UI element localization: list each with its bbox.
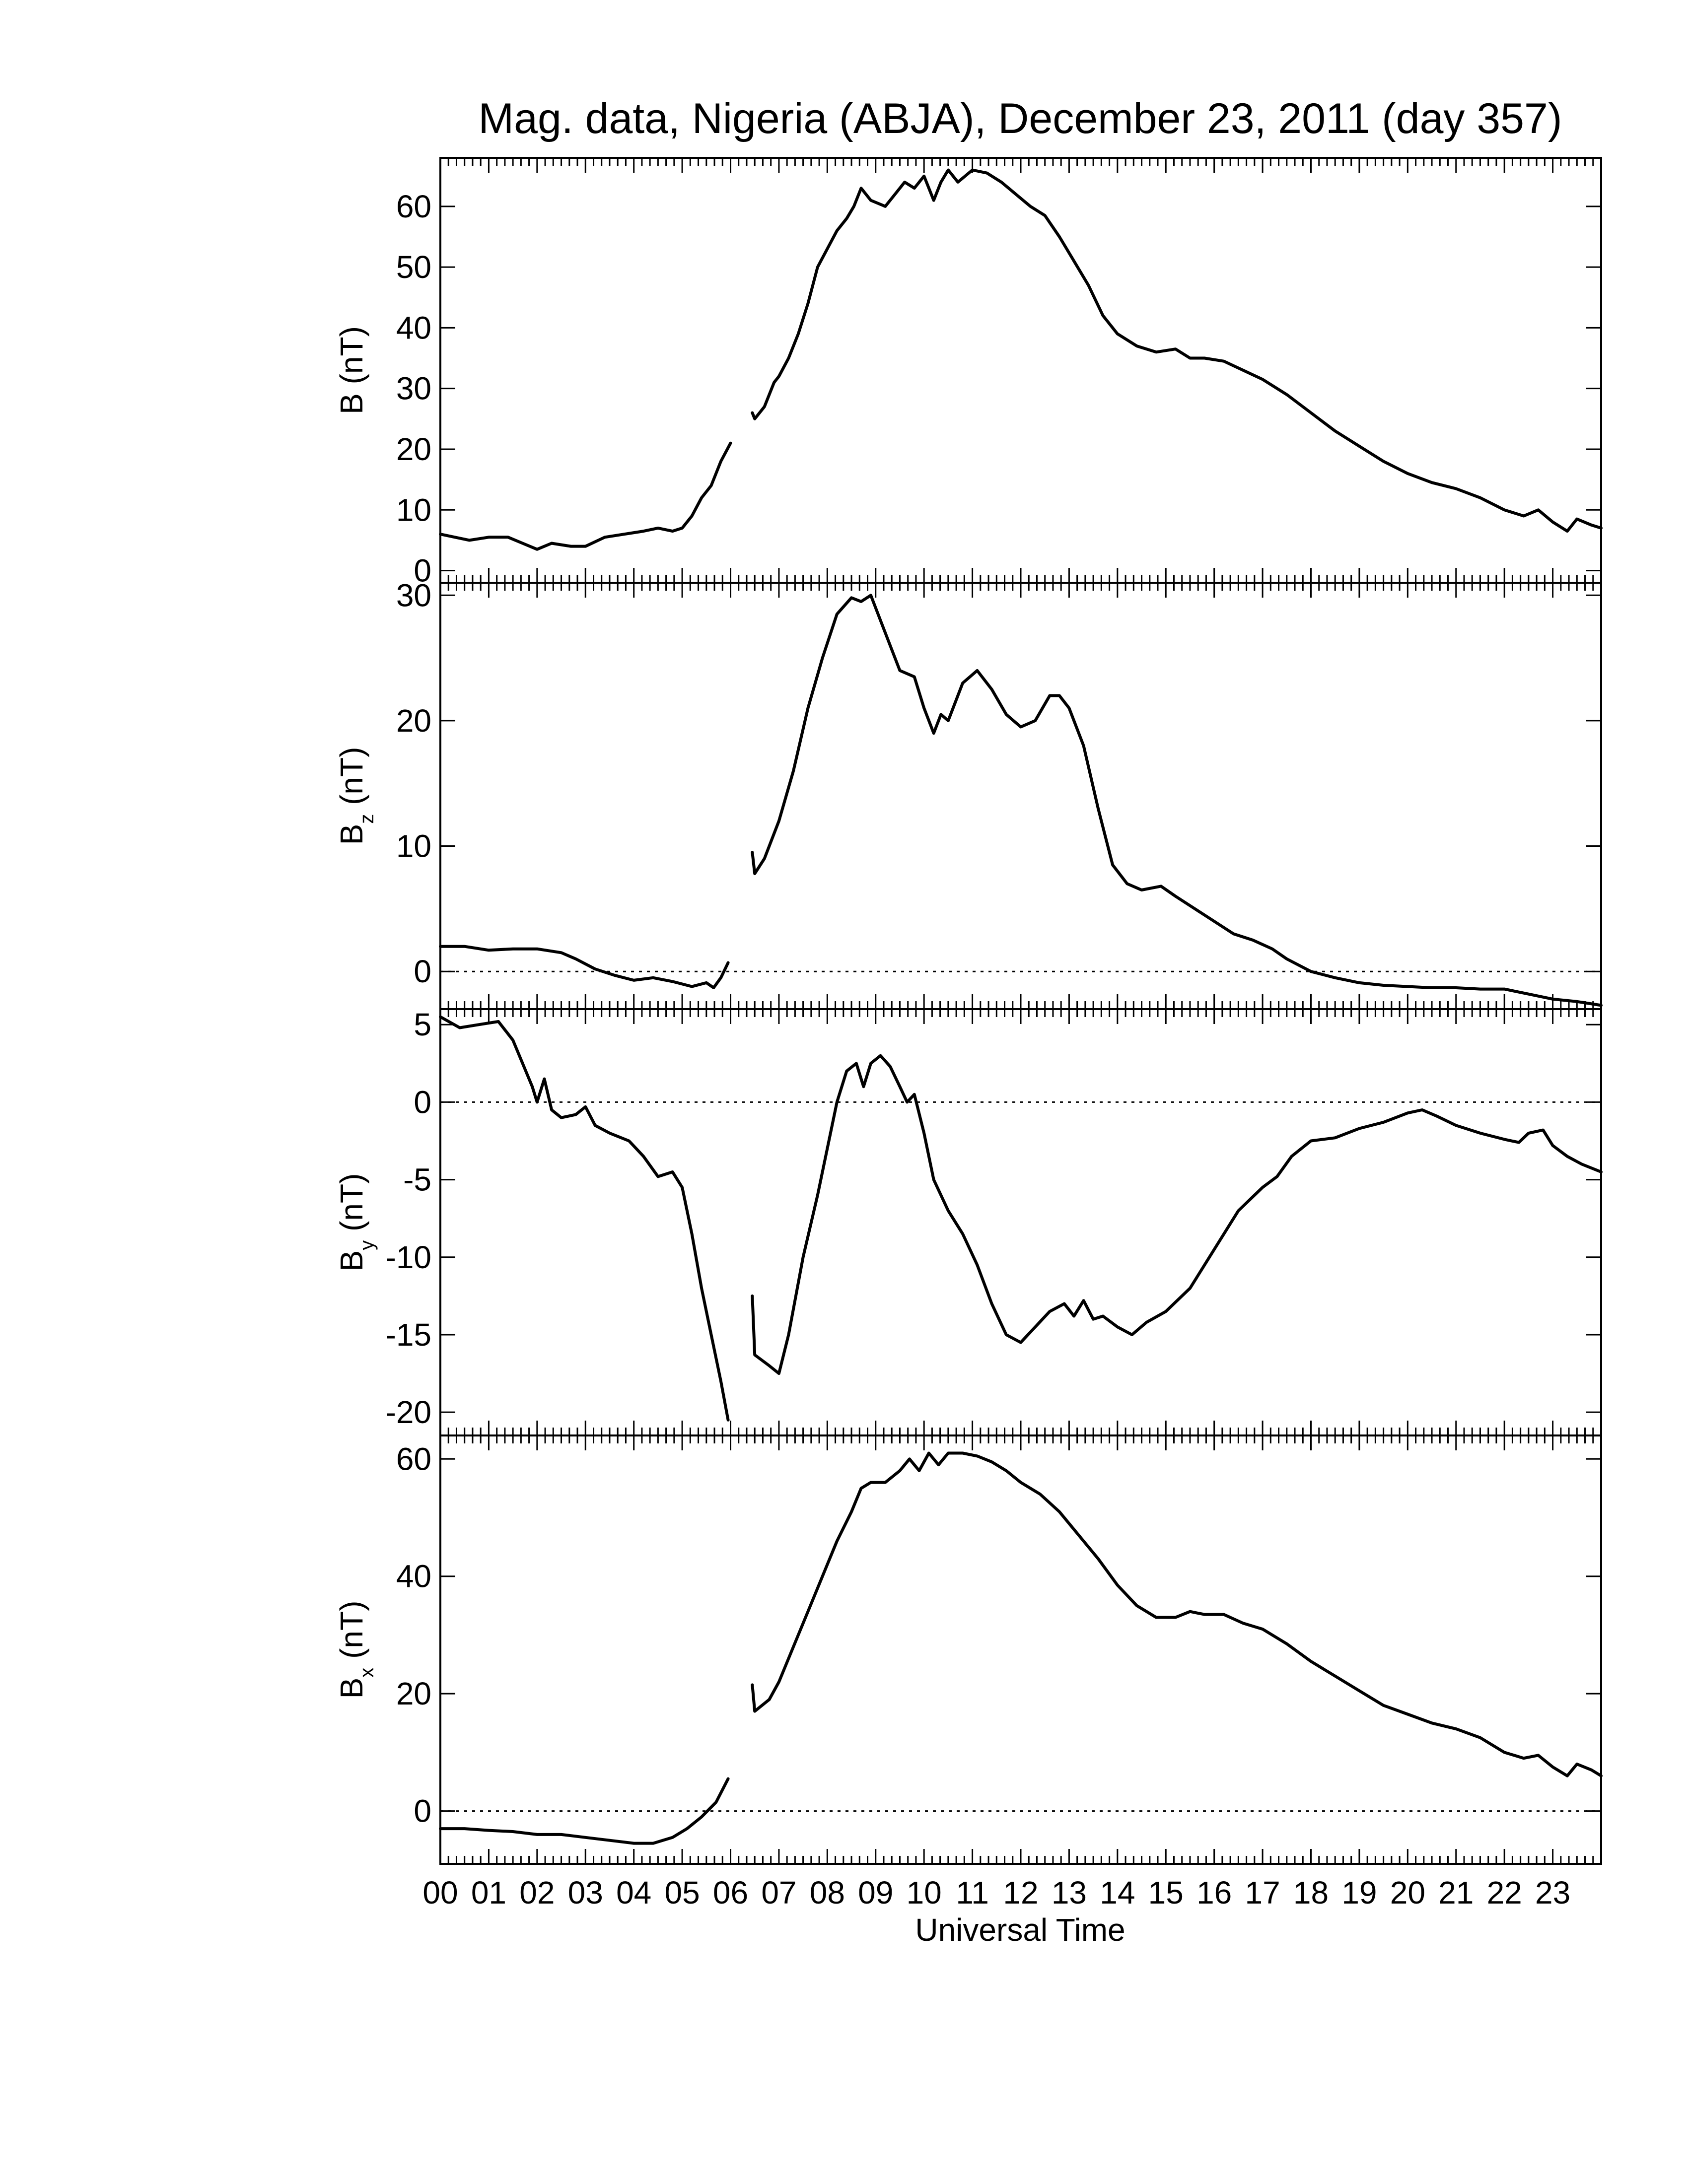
y-axis-label-subscript: x bbox=[356, 1668, 378, 1678]
x-tick-label: 06 bbox=[713, 1875, 748, 1911]
y-tick-label: 40 bbox=[396, 1559, 431, 1594]
x-tick-label: 04 bbox=[616, 1875, 651, 1911]
y-tick-label: 50 bbox=[396, 249, 431, 285]
panel-3: 5 0 -5 -10 -15 -20 By (nT) bbox=[334, 1007, 1603, 1436]
panel-2: 0 10 20 30 Bz (nT) bbox=[334, 577, 1603, 1010]
y-tick-label: -10 bbox=[386, 1239, 432, 1275]
y-axis-label-unit: (nT) bbox=[334, 1173, 369, 1240]
x-tick-label: 10 bbox=[907, 1875, 942, 1911]
y-axis-label-main: B bbox=[334, 1250, 369, 1272]
y-tick-label: 60 bbox=[396, 189, 431, 224]
x-tick-label: 20 bbox=[1390, 1875, 1425, 1911]
y-axis-label-unit: (nT) bbox=[334, 326, 369, 393]
x-tick-label: 16 bbox=[1196, 1875, 1232, 1911]
series-line bbox=[439, 1777, 730, 1845]
x-tick-label: 03 bbox=[568, 1875, 603, 1911]
y-axis-label-subscript: z bbox=[356, 814, 378, 824]
panel-frame bbox=[439, 1434, 1602, 1865]
y-tick-label: 30 bbox=[396, 371, 431, 407]
chart-title: Mag. data, Nigeria (ABJA), December 23, … bbox=[479, 95, 1562, 142]
y-tick-label: 60 bbox=[396, 1441, 431, 1477]
panel-1: 0 10 20 30 40 50 60 B (nT) bbox=[334, 157, 1603, 589]
x-tick-label: 15 bbox=[1148, 1875, 1184, 1911]
y-axis-label-unit: (nT) bbox=[334, 1601, 369, 1668]
x-tick-label: 21 bbox=[1438, 1875, 1474, 1911]
y-tick-label: 10 bbox=[396, 492, 431, 528]
y-axis-label: By (nT) bbox=[334, 1173, 378, 1272]
y-tick-label: 20 bbox=[396, 703, 431, 739]
x-tick-label: 02 bbox=[519, 1875, 555, 1911]
y-axis-label: Bx (nT) bbox=[334, 1601, 378, 1699]
series-line bbox=[751, 594, 1603, 1007]
series-line bbox=[439, 441, 732, 551]
x-tick-label: 14 bbox=[1100, 1875, 1135, 1911]
x-tick-label: 18 bbox=[1293, 1875, 1329, 1911]
y-tick-label: 0 bbox=[414, 553, 431, 589]
y-tick-label: 30 bbox=[396, 577, 431, 613]
y-axis-label: B (nT) bbox=[334, 326, 369, 414]
x-tick-label: 08 bbox=[810, 1875, 845, 1911]
y-tick-label: 20 bbox=[396, 1676, 431, 1711]
x-tick-label: 17 bbox=[1245, 1875, 1280, 1911]
x-tick-label: 19 bbox=[1341, 1875, 1377, 1911]
y-tick-label: 0 bbox=[414, 954, 431, 989]
y-tick-label: 10 bbox=[396, 828, 431, 864]
y-tick-label: 0 bbox=[414, 1793, 431, 1829]
y-tick-label: 5 bbox=[414, 1007, 431, 1042]
panel-frame bbox=[439, 582, 1602, 1010]
x-tick-label: 11 bbox=[956, 1875, 988, 1911]
x-tick-label: 07 bbox=[761, 1875, 796, 1911]
y-tick-label: 40 bbox=[396, 310, 431, 345]
series-line bbox=[439, 1015, 730, 1422]
y-tick-label: -5 bbox=[403, 1162, 431, 1198]
y-axis-label-main: B bbox=[334, 824, 369, 845]
x-tick-label: 22 bbox=[1487, 1875, 1522, 1911]
series-line bbox=[751, 168, 1603, 533]
series-line bbox=[751, 1054, 1603, 1375]
panel-frame bbox=[439, 157, 1602, 584]
x-tick-label: 05 bbox=[664, 1875, 700, 1911]
x-tick-label: 12 bbox=[1003, 1875, 1038, 1911]
series-line bbox=[751, 1451, 1603, 1777]
x-tick-label: 09 bbox=[858, 1875, 893, 1911]
y-axis-label: Bz (nT) bbox=[334, 747, 378, 845]
y-tick-label: -20 bbox=[386, 1394, 432, 1430]
y-tick-label: 0 bbox=[414, 1084, 431, 1120]
x-tick-label: 23 bbox=[1535, 1875, 1570, 1911]
panel-4: 0 20 40 60 Bx (nT) bbox=[334, 1434, 1603, 1865]
x-tick-label: 01 bbox=[471, 1875, 506, 1911]
y-axis-label-unit: (nT) bbox=[334, 747, 369, 814]
x-axis-label: Universal Time bbox=[915, 1912, 1125, 1948]
y-axis-label-main: B bbox=[334, 393, 369, 414]
panel-frame bbox=[439, 1008, 1602, 1436]
y-axis-label-subscript: y bbox=[356, 1240, 378, 1250]
y-tick-label: -15 bbox=[386, 1317, 432, 1353]
x-tick-label: 00 bbox=[422, 1875, 458, 1911]
y-axis-label-main: B bbox=[334, 1678, 369, 1699]
x-tick-labels: 00 01 02 03 04 05 06 07 08 09 10 11 12 13 14 15 16 17 18 19… bbox=[422, 1875, 1570, 1911]
series-line bbox=[439, 945, 730, 989]
y-tick-label: 20 bbox=[396, 431, 431, 467]
x-tick-label: 13 bbox=[1052, 1875, 1087, 1911]
